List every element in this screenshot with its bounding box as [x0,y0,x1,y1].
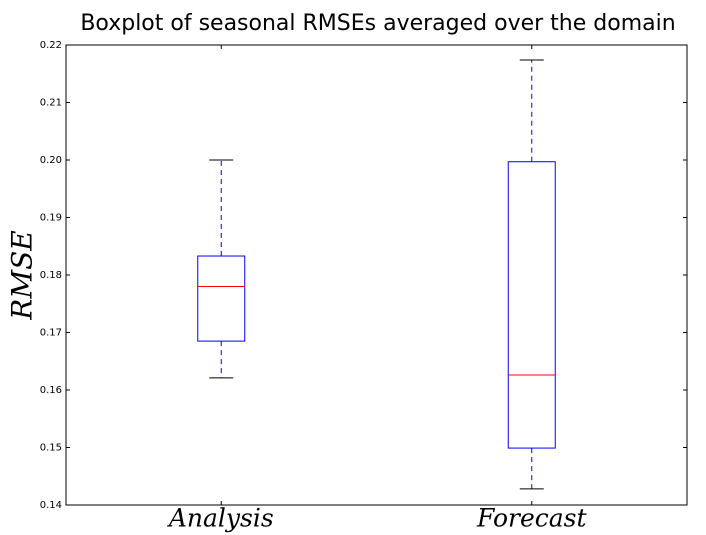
y-tick-label: 0.18 [40,270,62,281]
x-tick-label: Analysis [167,504,274,533]
chart-title: Boxplot of seasonal RMSEs averaged over … [80,11,675,36]
y-tick-label: 0.19 [40,213,62,224]
y-tick-label: 0.14 [40,500,62,511]
y-tick-label: 0.17 [40,328,62,339]
plot-frame [65,44,688,506]
y-tick-label: 0.15 [40,443,62,454]
y-tick-label: 0.21 [40,98,62,109]
box [197,255,246,342]
y-tick-label: 0.22 [40,40,62,51]
y-axis-label: RMSE [6,230,39,320]
y-tick-label: 0.16 [40,385,62,396]
x-tick-label: Forecast [476,504,588,533]
y-tick-label: 0.20 [40,155,62,166]
box [507,161,556,449]
